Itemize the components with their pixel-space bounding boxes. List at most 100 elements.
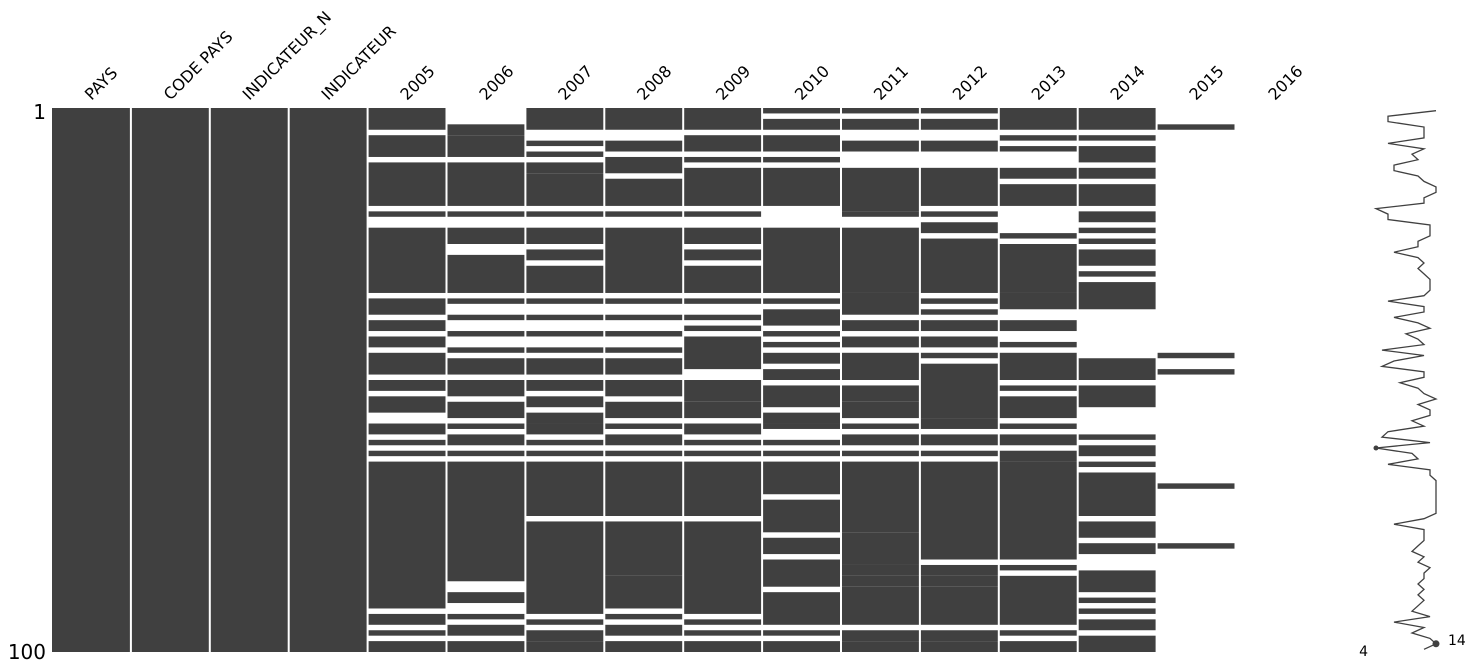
matrix-cell-block <box>446 162 526 206</box>
matrix-cell-block <box>762 118 841 130</box>
matrix-cell-block <box>841 140 920 152</box>
matrix-cell-block <box>367 461 447 609</box>
matrix-cell-block <box>998 641 1078 652</box>
matrix-cell-block <box>919 167 999 206</box>
matrix-cell-block <box>998 108 1078 130</box>
matrix-cell-block <box>998 423 1078 429</box>
matrix-cell-block <box>683 336 763 370</box>
matrix-cell-block <box>604 423 684 429</box>
matrix-cell-block <box>762 309 841 326</box>
matrix-cell-block <box>919 461 999 560</box>
matrix-cell-block <box>288 108 368 652</box>
matrix-cell-block <box>525 151 605 157</box>
matrix-cell-block <box>683 641 763 652</box>
matrix-cell-block <box>367 108 447 130</box>
matrix-cell-block <box>1077 521 1157 538</box>
sparkline-max-marker <box>1432 640 1440 648</box>
matrix-cell-block <box>683 211 763 217</box>
matrix-cell-block <box>841 336 920 348</box>
matrix-cell-block <box>367 211 447 217</box>
matrix-cell-block <box>919 418 999 429</box>
matrix-cell-block <box>446 461 526 582</box>
matrix-cell-block <box>841 292 920 315</box>
matrix-cell-block <box>998 564 1078 571</box>
matrix-cell-block <box>367 396 447 413</box>
matrix-cell-block <box>604 347 684 353</box>
matrix-cell-block <box>525 619 605 625</box>
matrix-cell-block <box>998 385 1078 391</box>
matrix-cell-block <box>683 461 763 516</box>
column-label: 2014 <box>1107 62 1149 104</box>
matrix-cell-block <box>1077 238 1157 244</box>
matrix-cell-block <box>1077 135 1157 141</box>
matrix-cell-block <box>525 249 605 261</box>
matrix-cell-block <box>998 630 1078 636</box>
column-label: 2007 <box>554 62 596 104</box>
matrix-cell-block <box>683 630 763 636</box>
matrix-cell-block <box>525 630 605 642</box>
matrix-cell-block <box>446 254 526 293</box>
matrix-cell-block <box>525 162 605 174</box>
matrix-cell-block <box>604 358 684 375</box>
matrix-cell-block <box>604 461 684 516</box>
matrix-cell-block <box>446 380 526 397</box>
row-completeness-sparkline: 4 14 <box>1359 110 1466 660</box>
matrix-cell-block <box>1077 461 1157 468</box>
matrix-cell-block <box>604 450 684 457</box>
sparkline-line <box>1373 110 1438 650</box>
matrix-cell-block <box>998 341 1078 348</box>
matrix-cell-block <box>446 347 526 353</box>
matrix-cell-block <box>683 521 763 614</box>
matrix-cell-block <box>1077 227 1157 234</box>
matrix-cell-block <box>841 385 920 402</box>
sparkline-max-label: 14 <box>1448 633 1466 649</box>
matrix-cell-block <box>683 108 763 130</box>
matrix-cell-block <box>1156 543 1236 549</box>
matrix-cell-block <box>1077 635 1157 652</box>
matrix-cell-block <box>841 108 920 114</box>
matrix-cell-block <box>998 434 1078 446</box>
matrix-cell-block <box>604 211 684 217</box>
matrix-cell-block <box>367 298 447 315</box>
matrix-cell-block <box>604 156 684 174</box>
matrix-cell-block <box>367 135 447 157</box>
matrix-cell-block <box>1077 472 1157 516</box>
matrix-cell-block <box>919 118 999 130</box>
matrix-cell-block <box>525 298 605 304</box>
matrix-cell-block <box>604 380 684 397</box>
matrix-cell-block <box>446 613 526 620</box>
matrix-cell-block <box>841 564 920 576</box>
matrix-cell-block <box>1156 124 1236 130</box>
matrix-cell-block <box>525 140 605 147</box>
matrix-cell-block <box>683 167 763 206</box>
matrix-cell-block <box>919 238 999 293</box>
column-label: 2009 <box>712 62 754 104</box>
matrix-cell-block <box>525 461 605 516</box>
matrix-cell-block <box>998 450 1078 462</box>
matrix-cell-block <box>762 167 841 206</box>
matrix-cell-block <box>604 624 684 636</box>
matrix-cell-block <box>604 521 684 576</box>
matrix-cell-block <box>604 227 684 293</box>
matrix-cell-block <box>1077 597 1157 604</box>
matrix-cell-block <box>1077 271 1157 277</box>
matrix-cell-block <box>919 630 999 642</box>
matrix-cell-block <box>919 575 999 587</box>
matrix-cell-block <box>1077 385 1157 408</box>
matrix-cell-block <box>841 532 920 565</box>
matrix-cell-block <box>446 211 526 217</box>
y-tick-label-top: 1 <box>33 100 46 124</box>
matrix-cell-block <box>1077 445 1157 457</box>
column-label: 2005 <box>396 62 438 104</box>
matrix-cell-block <box>525 423 605 435</box>
matrix-cell-block <box>762 592 841 625</box>
matrix-cell-block <box>762 352 841 364</box>
column-label: 2012 <box>949 62 991 104</box>
column-label: 2010 <box>791 62 833 104</box>
matrix-cell-block <box>446 331 526 337</box>
matrix-cell-block <box>446 423 526 429</box>
matrix-cell-block <box>919 564 999 576</box>
matrix-cell-block <box>841 434 920 446</box>
matrix-cell-block <box>683 401 763 419</box>
